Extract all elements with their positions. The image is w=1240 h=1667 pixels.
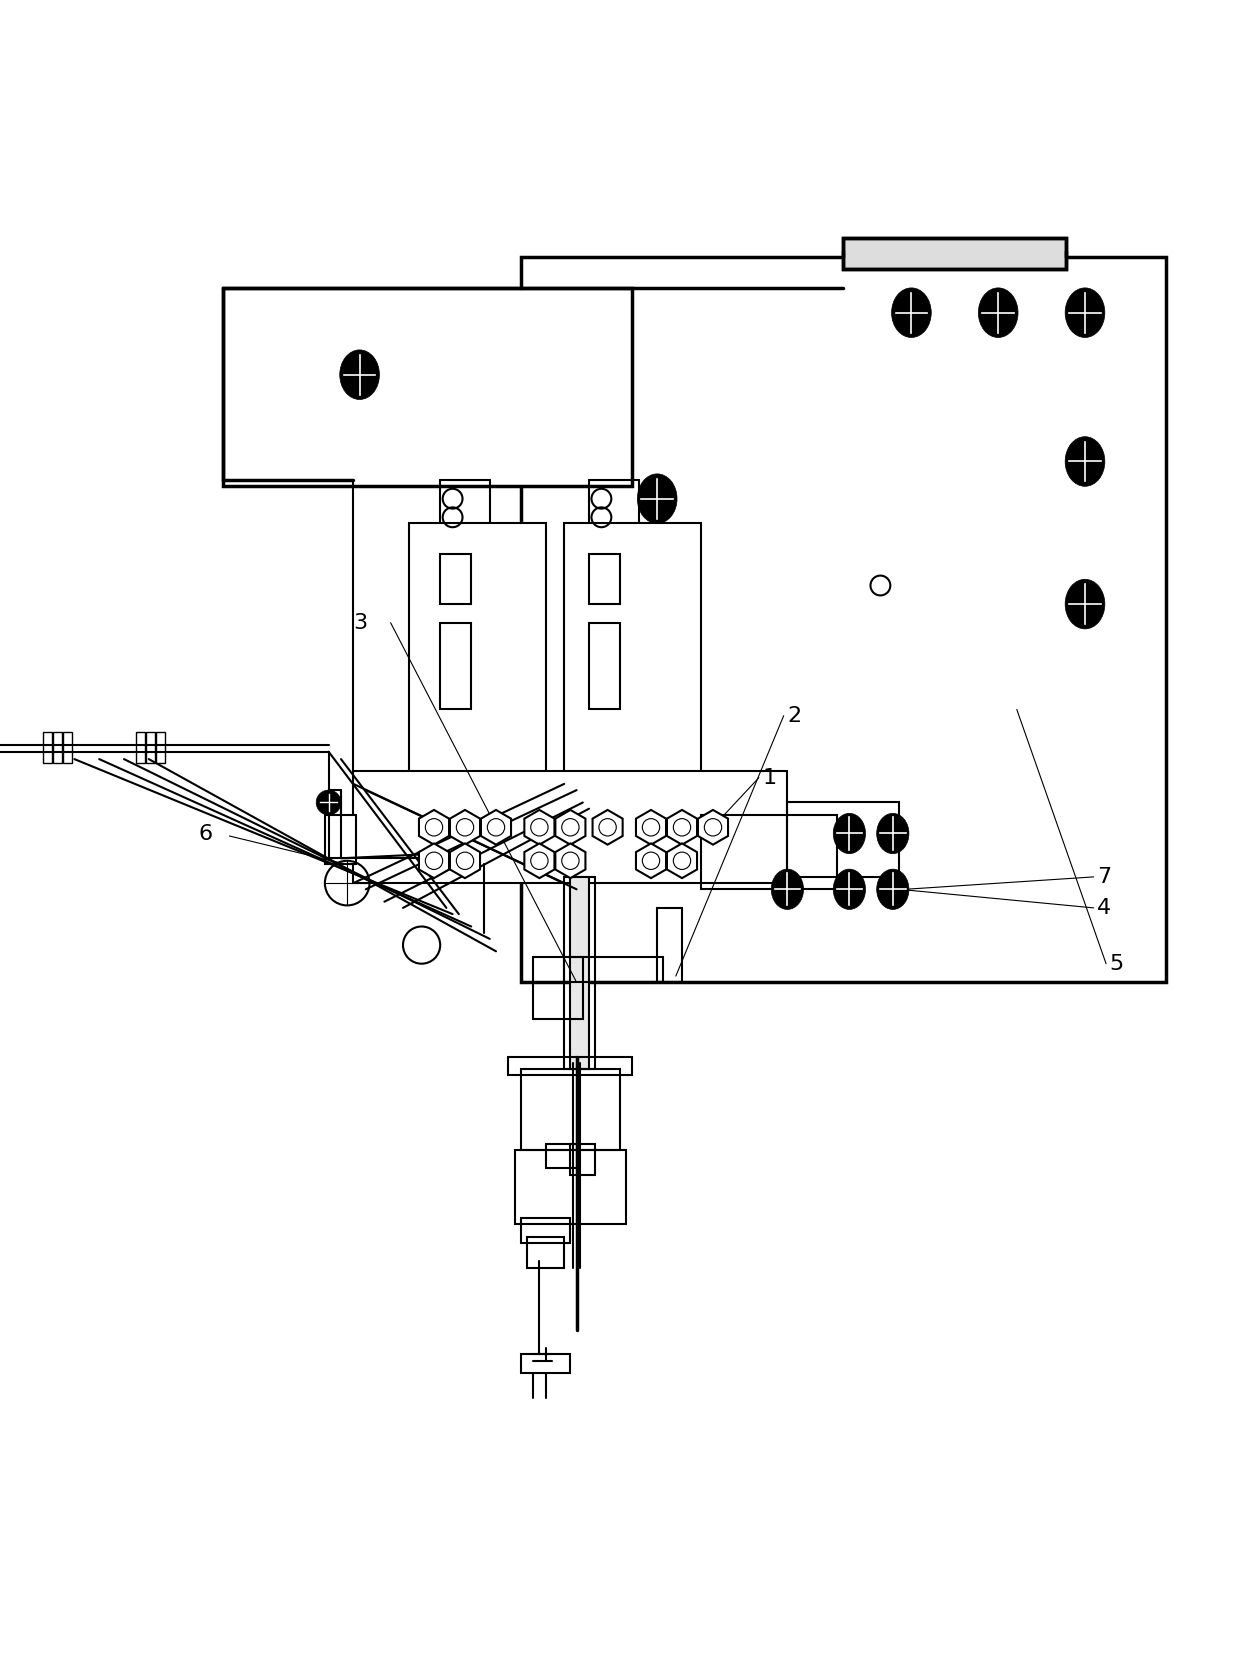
- Bar: [570, 1144, 595, 1175]
- Ellipse shape: [637, 473, 677, 523]
- Bar: [353, 772, 787, 884]
- Bar: [521, 1219, 570, 1242]
- Ellipse shape: [892, 288, 931, 337]
- Bar: [787, 802, 899, 877]
- Text: 3: 3: [353, 613, 367, 633]
- Bar: [521, 1069, 620, 1150]
- Bar: [657, 909, 682, 982]
- Ellipse shape: [833, 869, 866, 910]
- Bar: [53, 732, 62, 763]
- Bar: [508, 1057, 632, 1075]
- Bar: [533, 957, 583, 1020]
- Text: 6: 6: [198, 823, 212, 844]
- Text: 7: 7: [1097, 867, 1111, 887]
- Bar: [325, 815, 356, 865]
- Bar: [440, 555, 471, 603]
- Ellipse shape: [1065, 580, 1105, 628]
- Bar: [156, 732, 165, 763]
- Ellipse shape: [1065, 437, 1105, 487]
- Ellipse shape: [877, 813, 909, 854]
- Bar: [440, 623, 471, 710]
- Ellipse shape: [1065, 288, 1105, 337]
- Bar: [223, 288, 632, 487]
- Text: 5: 5: [1110, 954, 1123, 974]
- Text: 1: 1: [763, 768, 776, 788]
- Bar: [146, 732, 155, 763]
- Bar: [564, 957, 663, 982]
- Bar: [589, 623, 620, 710]
- Bar: [409, 523, 546, 797]
- Bar: [43, 732, 52, 763]
- Bar: [521, 1354, 570, 1374]
- Ellipse shape: [877, 869, 909, 910]
- Bar: [564, 877, 595, 1069]
- Bar: [527, 1237, 564, 1267]
- Bar: [136, 732, 145, 763]
- Text: 2: 2: [787, 705, 801, 725]
- Ellipse shape: [978, 288, 1018, 337]
- Bar: [843, 238, 1066, 270]
- Bar: [546, 1144, 577, 1169]
- Bar: [843, 238, 1066, 270]
- Bar: [63, 732, 72, 763]
- Bar: [515, 1150, 626, 1224]
- Bar: [570, 877, 589, 1069]
- Bar: [589, 555, 620, 603]
- Ellipse shape: [833, 813, 866, 854]
- Bar: [564, 523, 701, 797]
- Bar: [521, 257, 1166, 982]
- Circle shape: [316, 790, 341, 815]
- Ellipse shape: [340, 350, 379, 400]
- Bar: [701, 815, 837, 889]
- Text: 4: 4: [1097, 899, 1111, 919]
- Ellipse shape: [771, 869, 804, 910]
